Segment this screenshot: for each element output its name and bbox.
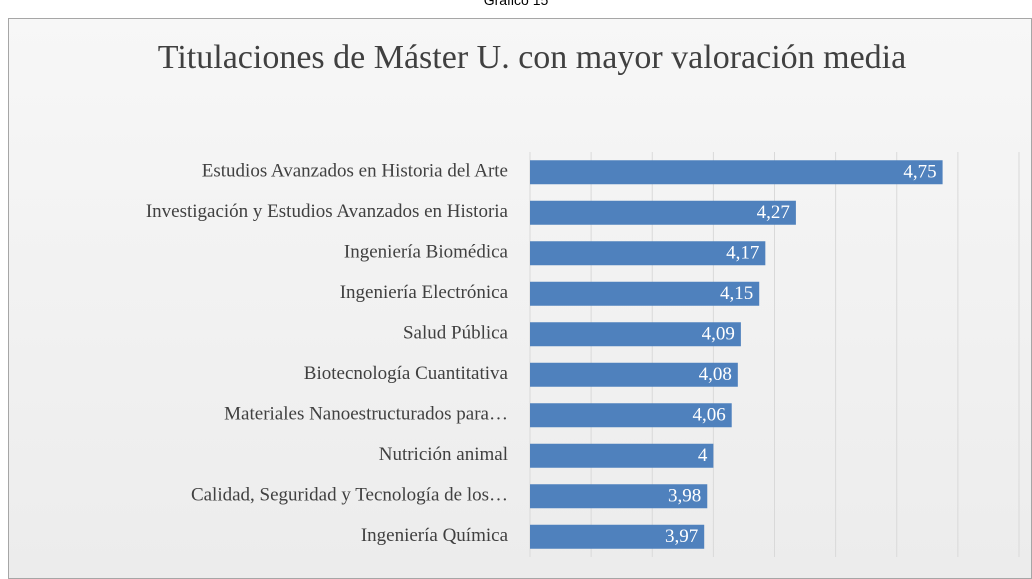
y-tick-label: Biotecnología Cuantitativa	[304, 363, 509, 384]
bar	[530, 160, 943, 185]
y-tick-label: Ingeniería Electrónica	[340, 282, 509, 303]
y-tick-label: Investigación y Estudios Avanzados en Hi…	[146, 201, 509, 222]
y-tick-label: Nutrición animal	[379, 444, 508, 465]
data-label: 4,15	[720, 283, 753, 304]
chart-title: Titulaciones de Máster U. con mayor valo…	[157, 39, 907, 76]
y-tick-label: Ingeniería Química	[361, 525, 509, 546]
bar	[530, 200, 796, 225]
y-tick-label: Materiales Nanoestructurados para…	[224, 404, 508, 425]
bar	[530, 241, 766, 266]
data-label: 4,08	[699, 364, 732, 385]
bar	[530, 524, 705, 549]
bar	[530, 322, 741, 347]
data-label: 4,27	[757, 202, 790, 223]
bar	[530, 484, 708, 509]
data-label: 4,06	[692, 405, 725, 426]
bar	[530, 403, 732, 428]
y-tick-label: Ingeniería Biomédica	[344, 242, 509, 263]
data-label: 4,17	[726, 243, 759, 264]
y-tick-label: Estudios Avanzados en Historia del Arte	[202, 161, 508, 182]
data-label: 3,97	[665, 526, 698, 547]
bar	[530, 281, 760, 306]
bar	[530, 443, 714, 468]
data-label: 4,75	[903, 162, 936, 183]
chart-area	[8, 18, 1032, 579]
y-tick-label: Salud Pública	[403, 323, 509, 344]
figure-caption: Gráfico 15	[483, 0, 549, 8]
data-label: 4	[698, 445, 708, 466]
chart-title-box: Titulaciones de Máster U. con mayor valo…	[8, 36, 1032, 80]
y-tick-label: Calidad, Seguridad y Tecnología de los…	[191, 485, 508, 506]
data-label: 3,98	[668, 486, 701, 507]
bar	[530, 362, 738, 387]
data-label: 4,09	[702, 324, 735, 345]
